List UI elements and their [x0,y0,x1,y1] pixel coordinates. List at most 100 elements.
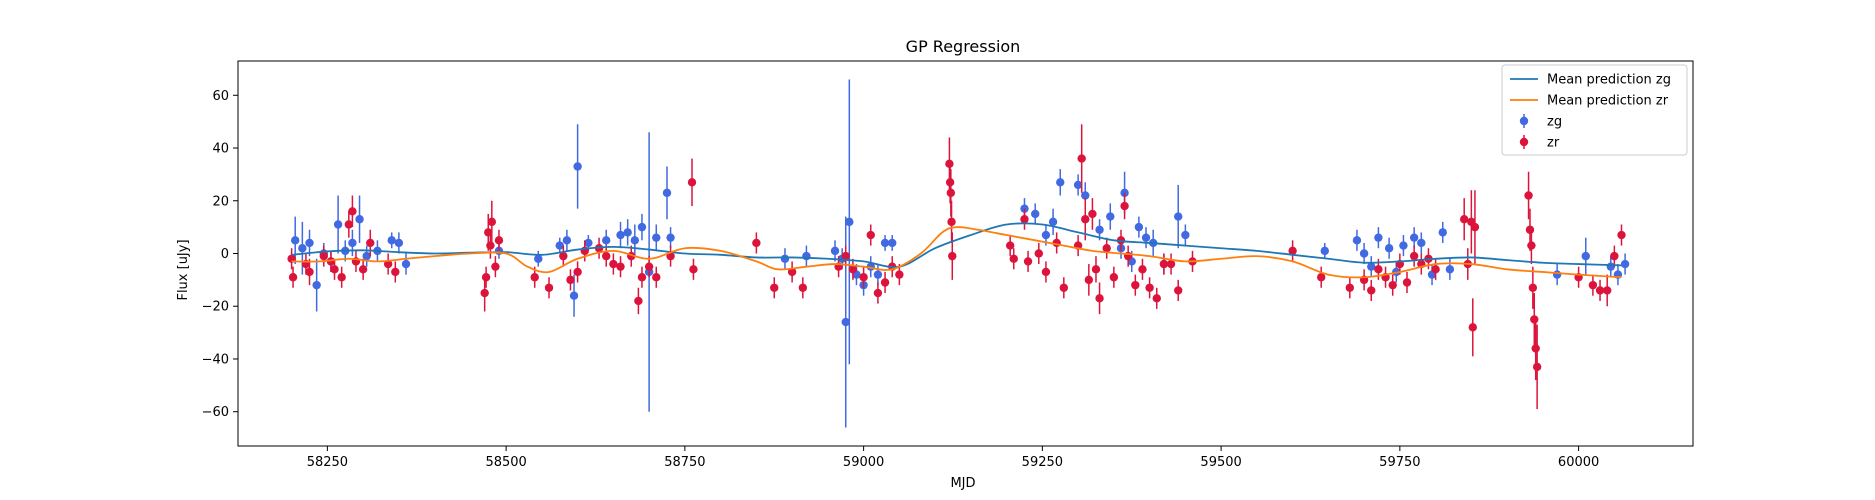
plot-content [287,79,1630,428]
data-point-zg-19 [569,291,579,300]
data-point-zg-75 [1581,251,1590,261]
data-point-zg-30 [666,233,675,242]
legend-swatch-marker-1 [1519,137,1529,147]
data-point-zr-93 [1388,280,1397,290]
legend: Mean prediction zg Mean prediction zr zg zr [1501,64,1688,156]
x-tick-label-3: 59000 [843,455,884,470]
data-point-zr-42 [787,267,797,277]
data-point-zr-33 [634,296,643,306]
data-point-zr-105 [1524,191,1533,200]
data-point-zg-16 [534,254,543,263]
data-point-zr-48 [866,230,875,240]
data-point-zr-36 [652,273,661,282]
data-point-zg-46 [1048,217,1058,227]
data-point-zr-104 [1470,222,1480,232]
data-point-zr-14 [391,267,400,277]
data-point-zg-65 [1374,233,1383,242]
data-point-zg-72 [1438,228,1447,237]
data-point-zr-20 [491,262,500,271]
y-tick-label-6: 60 [212,89,229,104]
data-point-zr-65 [1059,283,1069,292]
data-point-zg-62 [1352,236,1362,245]
data-point-zr-35 [644,262,654,271]
data-point-zg-20 [573,162,582,171]
data-point-zr-109 [1530,315,1539,324]
x-tick-label-5: 59500 [1200,455,1241,470]
data-point-zr-95 [1402,278,1412,287]
data-point-zr-26 [573,267,582,277]
x-tick-label-0: 58250 [307,455,348,470]
data-point-zg-74 [1552,270,1562,279]
data-point-zr-69 [1084,275,1094,285]
data-point-zr-31 [616,262,625,271]
data-point-zr-30 [609,259,618,269]
y-tick-label-2: −20 [202,300,229,315]
data-point-zr-52 [895,270,904,279]
data-point-zr-56 [947,217,956,227]
data-point-zr-113 [1588,280,1598,290]
data-point-zr-86 [1288,246,1297,256]
data-point-zr-106 [1525,225,1535,234]
data-point-zr-57 [948,251,957,261]
data-point-zg-40 [873,270,883,279]
data-point-zr-111 [1532,362,1542,372]
data-point-zg-56 [1141,233,1151,242]
data-point-zg-41 [880,238,890,248]
x-axis-label: MJD [950,476,975,491]
data-point-zr-87 [1317,273,1326,282]
data-point-zg-55 [1134,222,1144,232]
data-point-zr-76 [1120,201,1129,211]
data-point-zg-0 [290,236,300,245]
legend-swatch-marker-0 [1519,116,1529,126]
data-point-zg-23 [616,230,625,240]
y-tick-label-4: 20 [212,194,229,209]
data-point-zr-22 [530,273,539,282]
data-point-zr-84 [1174,286,1183,295]
legend-label-series-1: zr [1547,136,1560,151]
x-tick-label-4: 59250 [1022,455,1063,470]
data-point-zg-6 [333,220,343,229]
plot-area [287,79,1630,428]
data-point-zr-90 [1367,286,1376,295]
data-point-zr-62 [1034,249,1043,258]
legend-label-line-0: Mean prediction zg [1547,73,1671,88]
data-point-zg-70 [1417,238,1426,248]
data-point-zr-80 [1145,283,1154,292]
data-point-zg-45 [1041,230,1051,240]
data-point-zr-12 [366,238,375,248]
data-point-zr-19 [487,217,497,227]
data-point-zg-66 [1384,244,1394,253]
legend-label-series-0: zg [1547,115,1562,130]
data-point-zr-81 [1152,294,1161,303]
data-point-zr-68 [1081,215,1090,224]
data-point-zr-39 [689,265,698,274]
y-axis-label: Flux [uJy] [176,239,191,300]
data-point-zr-13 [383,259,393,269]
data-point-zg-69 [1409,233,1419,242]
data-point-zr-50 [880,278,890,287]
data-point-zr-45 [841,251,850,261]
data-point-zr-49 [873,288,883,298]
data-point-zr-78 [1131,280,1140,290]
data-point-zr-23 [544,283,554,292]
data-point-zr-21 [494,236,504,245]
data-point-zg-59 [1174,212,1183,221]
data-point-zg-32 [802,251,811,261]
data-point-zg-8 [348,238,357,248]
data-point-zr-7 [337,273,346,282]
x-tick-label-7: 60000 [1558,455,1599,470]
data-point-zg-33 [830,246,840,256]
data-point-zg-78 [1620,259,1630,269]
data-point-zg-24 [623,228,632,237]
data-point-zr-29 [602,251,611,261]
data-point-zg-3 [312,280,321,290]
y-tick-label-1: −40 [202,352,229,367]
data-point-zg-47 [1056,178,1065,187]
chart-title: GP Regression [906,37,1021,56]
data-point-zr-114 [1595,286,1605,295]
data-point-zr-79 [1138,265,1147,274]
data-point-zg-42 [888,238,897,248]
data-point-zr-6 [330,265,339,274]
data-point-zr-47 [859,273,868,282]
